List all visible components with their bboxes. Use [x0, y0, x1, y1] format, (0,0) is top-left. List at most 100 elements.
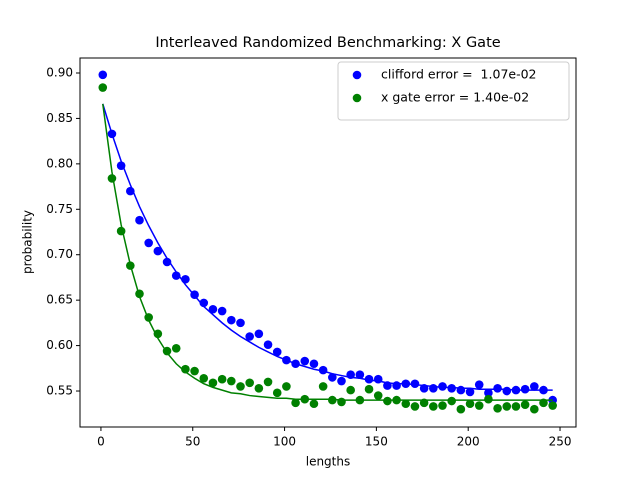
data-point — [153, 246, 163, 256]
data-point — [429, 402, 438, 411]
data-point — [364, 384, 374, 394]
data-point — [373, 391, 383, 400]
data-point — [236, 382, 245, 391]
data-point — [162, 346, 172, 356]
y-tick-label: 0.90 — [46, 65, 73, 79]
data-point — [355, 370, 365, 379]
data-point — [456, 385, 466, 395]
data-point — [447, 383, 456, 393]
fit-line — [102, 103, 553, 401]
x-tick-label: 200 — [457, 435, 480, 449]
legend-marker — [352, 93, 362, 103]
data-point — [144, 313, 153, 322]
data-point — [217, 374, 227, 384]
data-point — [337, 397, 346, 407]
data-point — [300, 394, 310, 404]
data-point — [401, 399, 411, 409]
data-point — [318, 382, 328, 391]
data-point — [465, 387, 475, 397]
data-point — [236, 318, 245, 328]
data-point — [300, 356, 310, 366]
data-point — [493, 383, 502, 393]
data-point — [153, 329, 163, 339]
data-point — [126, 261, 135, 270]
data-point — [502, 402, 512, 411]
data-point — [208, 378, 218, 388]
data-point — [116, 161, 126, 170]
data-point — [282, 355, 291, 365]
data-point — [309, 359, 319, 369]
data-point — [474, 380, 484, 389]
data-point — [272, 388, 282, 398]
data-point — [401, 379, 411, 389]
x-tick-label: 50 — [185, 435, 200, 449]
data-point — [530, 404, 539, 414]
legend-marker — [352, 70, 362, 80]
data-point — [171, 271, 181, 280]
data-point — [208, 304, 218, 314]
data-point — [355, 395, 365, 405]
y-axis-label: probability — [21, 210, 35, 274]
y-tick-label: 0.70 — [46, 247, 73, 261]
data-point — [383, 381, 392, 390]
data-point — [98, 70, 108, 80]
data-point — [135, 289, 144, 299]
data-point — [484, 388, 493, 398]
plot-frame — [79, 57, 577, 428]
data-point — [438, 382, 447, 391]
data-point — [328, 373, 337, 382]
data-point — [291, 359, 300, 369]
legend-box — [337, 61, 570, 121]
data-point — [227, 315, 236, 325]
data-point — [263, 377, 273, 387]
data-point — [539, 398, 548, 408]
data-point — [364, 374, 374, 384]
data-point — [429, 383, 438, 393]
data-point — [419, 398, 429, 408]
data-point — [245, 332, 254, 341]
data-point — [107, 174, 117, 183]
data-point — [530, 382, 539, 391]
data-point — [254, 329, 264, 339]
data-point — [520, 384, 530, 394]
data-point — [511, 385, 521, 395]
legend-label: clifford error = 1.07e-02 — [381, 67, 537, 82]
data-point — [254, 383, 264, 393]
data-point — [245, 378, 254, 388]
data-point — [447, 396, 456, 406]
data-point — [318, 365, 328, 375]
data-point — [373, 374, 383, 384]
data-point — [126, 186, 135, 196]
data-point — [190, 290, 199, 300]
data-point — [346, 385, 355, 395]
y-tick-label: 0.85 — [46, 111, 73, 125]
x-tick-label: 0 — [97, 435, 105, 449]
data-point — [217, 306, 227, 316]
data-point — [107, 129, 117, 139]
data-point — [135, 215, 144, 225]
data-point — [410, 402, 420, 411]
data-point — [272, 347, 282, 357]
data-point — [502, 386, 512, 396]
data-point — [346, 370, 355, 379]
y-tick-label: 0.55 — [46, 384, 73, 398]
data-point — [438, 401, 447, 410]
data-point — [392, 395, 401, 405]
data-point — [190, 366, 199, 376]
data-point — [456, 404, 466, 414]
y-tick-label: 0.80 — [46, 156, 73, 170]
data-point — [493, 403, 502, 413]
x-tick-label: 150 — [365, 435, 388, 449]
data-point — [181, 274, 190, 284]
y-tick-label: 0.60 — [46, 338, 73, 352]
data-point — [392, 381, 401, 390]
legend-label: x gate error = 1.40e-02 — [381, 90, 529, 105]
data-point — [328, 395, 337, 405]
chart-title: Interleaved Randomized Benchmarking: X G… — [155, 35, 500, 51]
data-point — [465, 399, 475, 409]
data-point — [383, 396, 392, 406]
data-point — [484, 394, 493, 404]
data-point — [227, 376, 236, 386]
data-point — [181, 364, 190, 374]
